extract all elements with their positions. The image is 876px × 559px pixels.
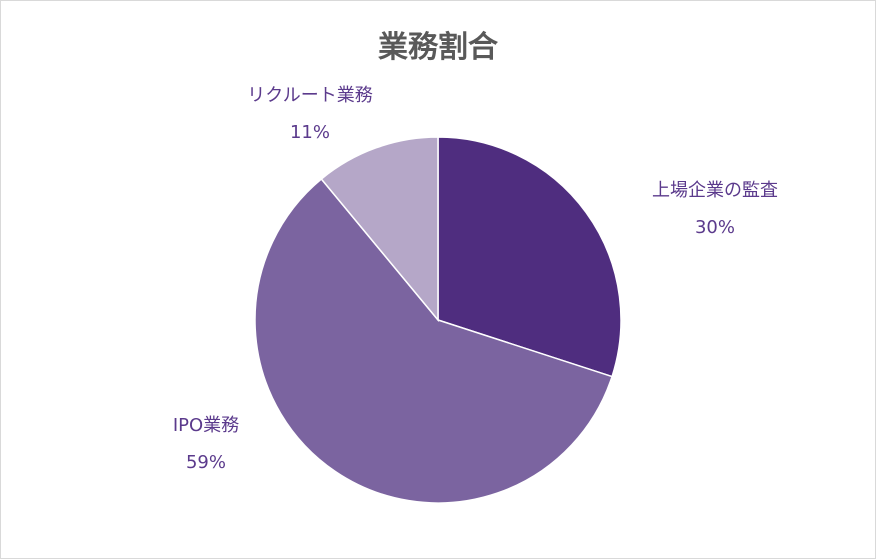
- pie-slice: [437, 136, 622, 378]
- slice-percent-label: 59%: [186, 452, 226, 473]
- pie-slices: [254, 136, 622, 504]
- slice-percent-label: 11%: [290, 122, 330, 143]
- slice-category-label: IPO業務: [173, 415, 239, 436]
- chart-title: 業務割合: [378, 30, 498, 65]
- pie-slice: [320, 136, 439, 323]
- pie-labels: 上場企業の監査 30% IPO業務 59% リクルート業務 11%: [173, 85, 778, 473]
- slice-percent-label: 30%: [695, 217, 735, 238]
- pie-slice: [254, 177, 613, 504]
- slice-category-label: リクルート業務: [247, 85, 372, 106]
- slice-category-label: 上場企業の監査: [652, 180, 778, 201]
